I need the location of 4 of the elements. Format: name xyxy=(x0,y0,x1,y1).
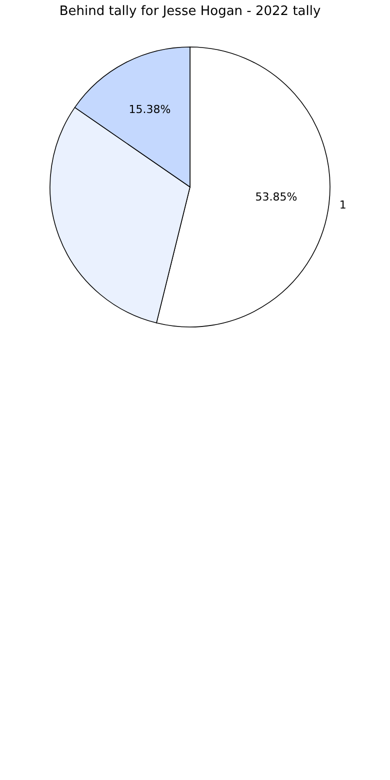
chart-title: Behind tally for Jesse Hogan - 2022 tally xyxy=(59,4,321,19)
data-label: 15.38% xyxy=(128,103,171,116)
slice-label: 1 xyxy=(339,198,346,212)
data-label: 53.85% xyxy=(255,190,298,204)
